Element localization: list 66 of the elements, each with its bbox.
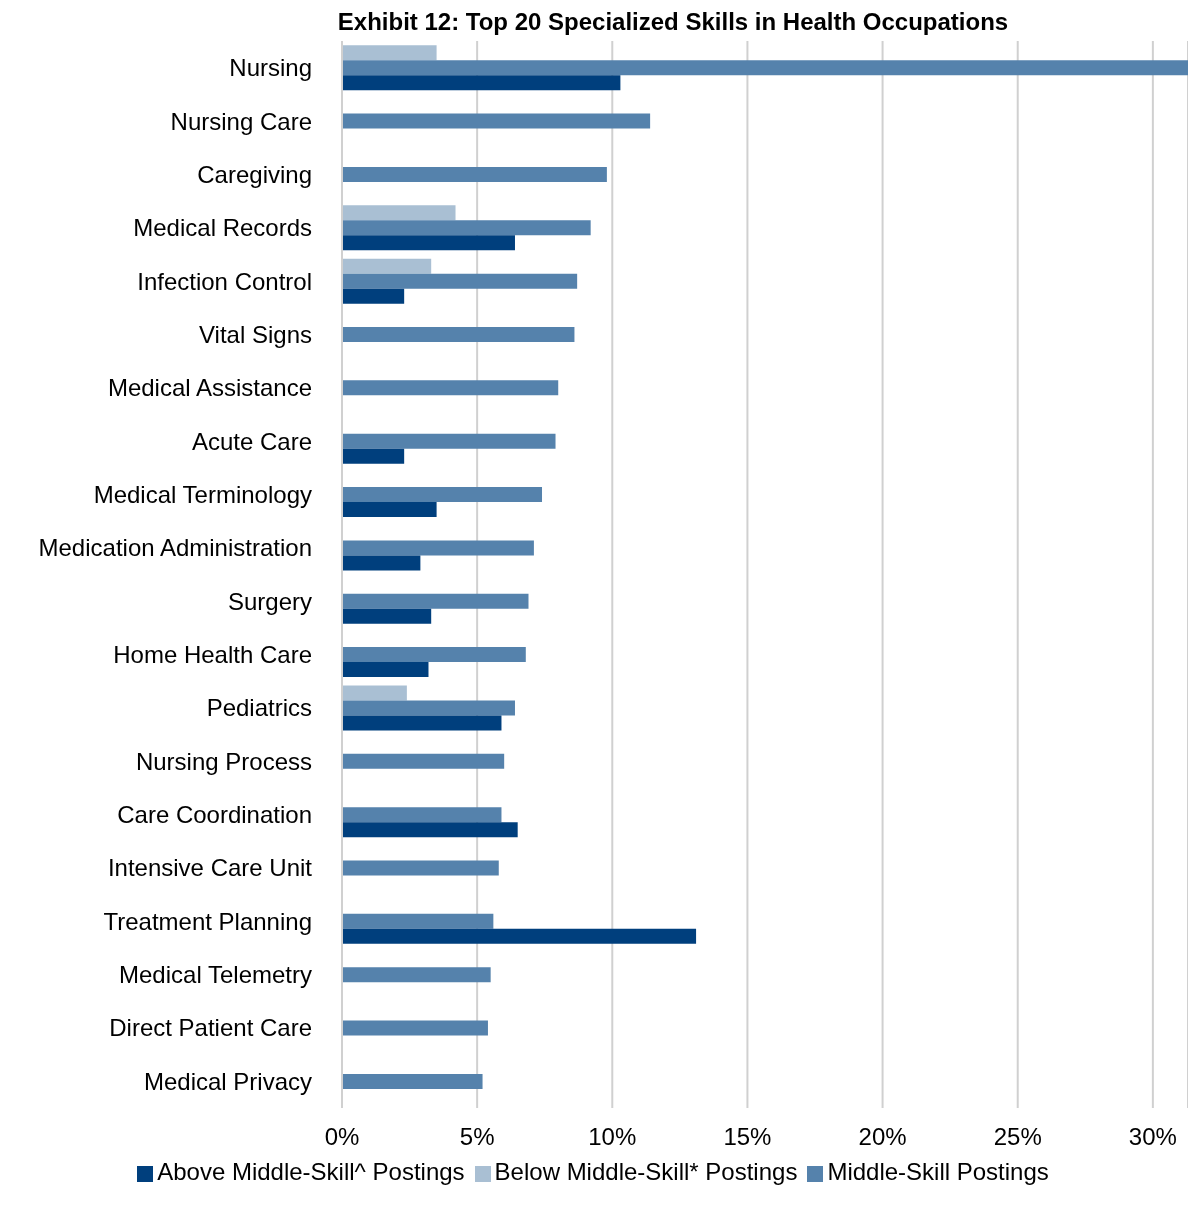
bar — [342, 258, 432, 274]
bar — [342, 555, 421, 571]
x-tick-label: 10% — [588, 1123, 637, 1151]
bar — [342, 502, 437, 518]
legend-label: Middle-Skill Postings — [827, 1158, 1049, 1185]
bar — [342, 273, 578, 289]
y-tick-label: Medical Terminology — [93, 480, 312, 508]
bar — [342, 487, 543, 503]
legend-label: Above Middle-Skill^ Postings — [157, 1158, 465, 1185]
bar — [342, 807, 502, 823]
y-tick-label: Care Coordination — [117, 801, 312, 829]
y-tick-label: Nursing — [229, 54, 312, 82]
legend-label: Below Middle-Skill* Postings — [494, 1158, 798, 1185]
bar — [342, 608, 432, 624]
y-tick-label: Intensive Care Unit — [107, 854, 313, 882]
y-tick-label: Medical Privacy — [143, 1067, 312, 1095]
x-tick-label: 0% — [324, 1123, 360, 1151]
y-tick-label: Nursing Process — [135, 747, 312, 775]
y-tick-label: Vital Signs — [199, 320, 312, 348]
y-tick-label: Direct Patient Care — [109, 1014, 312, 1042]
bar — [342, 288, 405, 304]
bar — [342, 433, 556, 449]
bar — [342, 685, 407, 701]
y-tick-label: Pediatrics — [206, 694, 312, 722]
bar — [342, 1020, 488, 1036]
bar — [342, 60, 1188, 76]
bar — [342, 860, 499, 876]
y-tick-label: Nursing Care — [170, 107, 312, 135]
y-tick-label: Acute Care — [191, 427, 312, 455]
bar — [342, 928, 697, 944]
bar — [342, 967, 491, 983]
y-tick-label: Infection Control — [137, 267, 312, 295]
bar — [342, 700, 515, 716]
bar — [342, 113, 651, 129]
x-tick-label: 25% — [993, 1123, 1042, 1151]
bar — [342, 380, 559, 396]
y-tick-label: Caregiving — [197, 160, 312, 188]
y-tick-label: Home Health Care — [113, 641, 312, 669]
bar — [342, 75, 621, 91]
bar — [342, 166, 607, 182]
bar — [342, 220, 591, 236]
x-tick-label: 5% — [459, 1123, 495, 1151]
y-tick-label: Medical Records — [133, 214, 312, 242]
chart-title: Exhibit 12: Top 20 Specialized Skills in Health Occupations — [336, 8, 1010, 36]
bar — [342, 647, 526, 663]
bar — [342, 327, 575, 343]
bar — [342, 205, 456, 221]
bar — [342, 448, 405, 464]
bar — [342, 753, 505, 769]
bar — [342, 1073, 483, 1089]
x-tick-label: 20% — [858, 1123, 907, 1151]
bar — [342, 913, 494, 929]
y-tick-label: Medical Telemetry — [119, 961, 312, 989]
bar — [342, 822, 518, 838]
x-tick-label: 30% — [1128, 1123, 1177, 1151]
y-tick-label: Surgery — [227, 587, 312, 615]
bar — [342, 45, 437, 61]
x-tick-label: 15% — [723, 1123, 772, 1151]
bar — [342, 593, 529, 609]
y-tick-label: Medication Administration — [38, 534, 312, 562]
bar — [342, 715, 502, 731]
bar — [342, 662, 429, 678]
bar — [342, 235, 515, 251]
bar — [342, 540, 534, 556]
y-tick-label: Treatment Planning — [103, 907, 312, 935]
y-tick-label: Medical Assistance — [107, 374, 312, 402]
